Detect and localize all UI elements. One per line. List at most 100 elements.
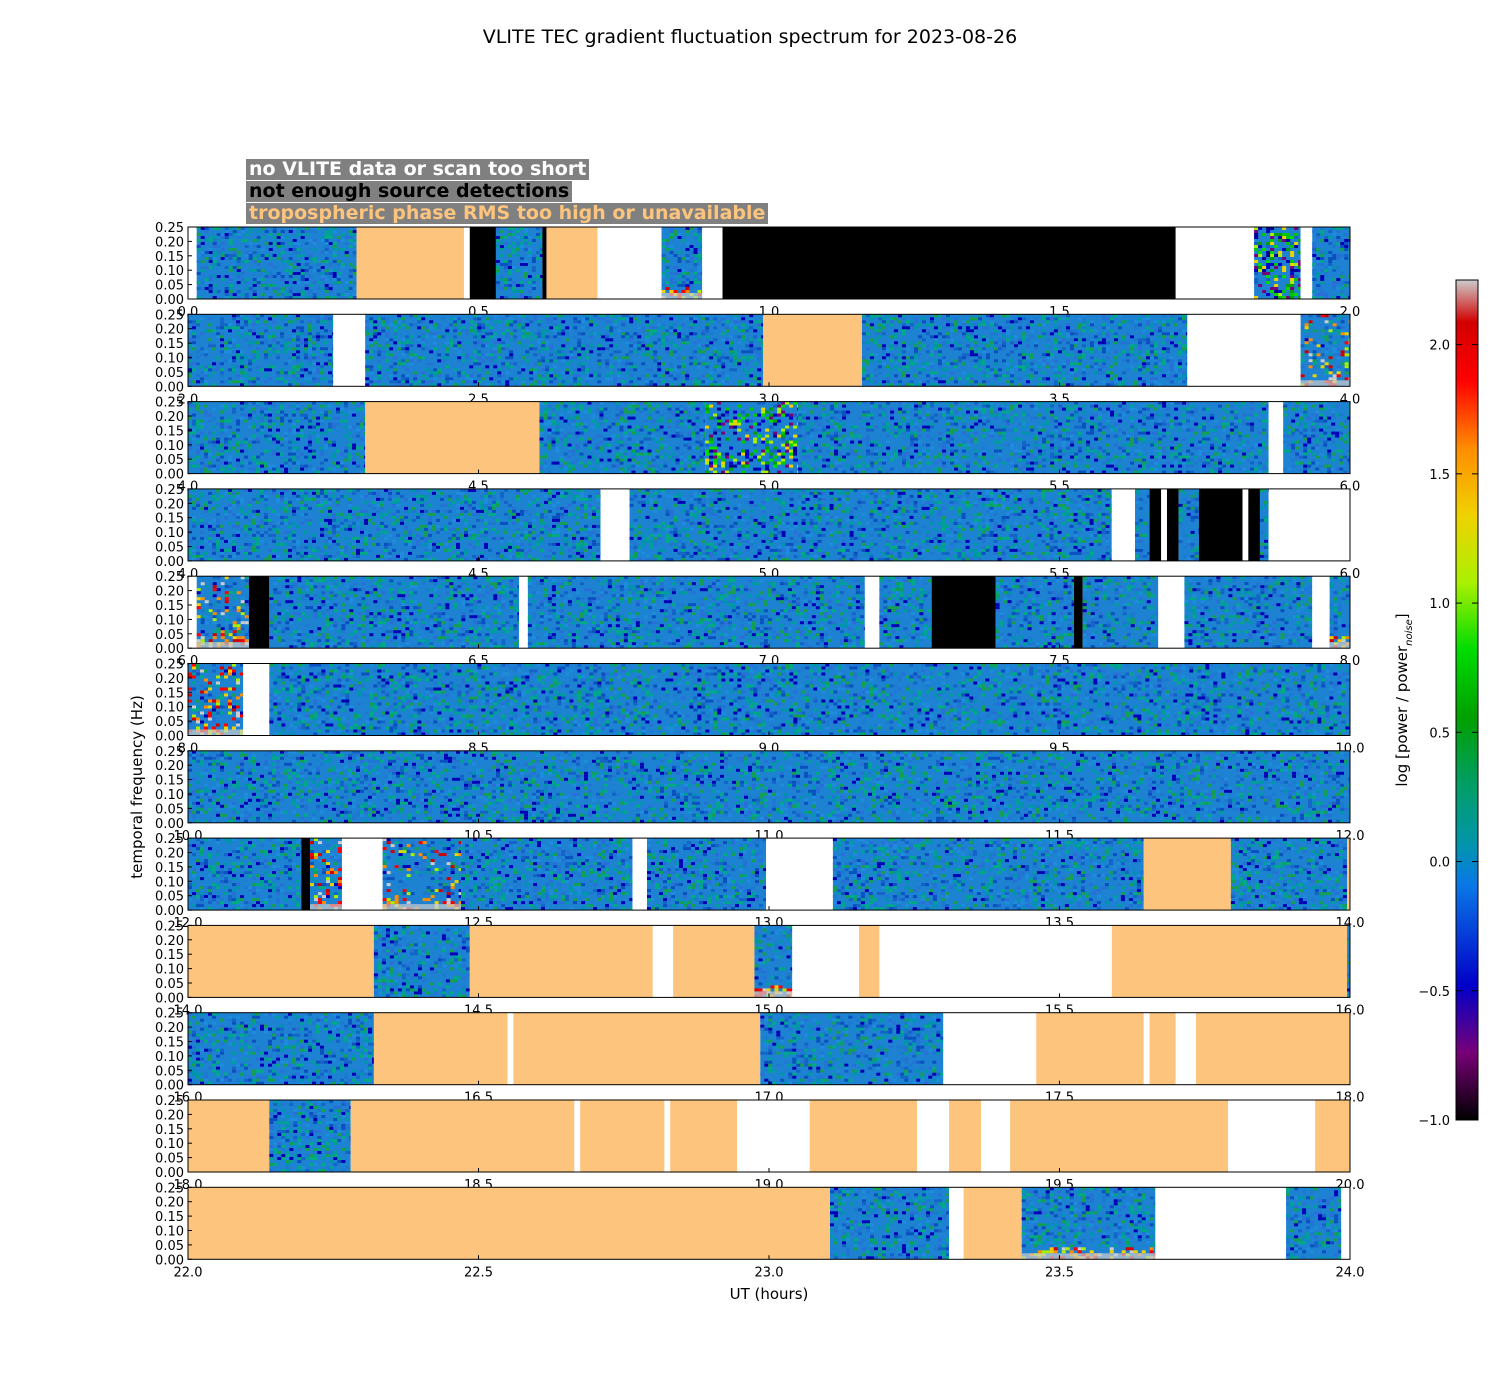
y-tick-label: 0.25 — [155, 1181, 184, 1196]
legend-entry-tropospheric-rms: tropospheric phase RMS too high or unava… — [246, 203, 768, 224]
y-axis-label: temporal frequency (Hz) — [128, 695, 146, 879]
y-tick-label: 0.20 — [155, 1021, 184, 1036]
segment-white — [1228, 1100, 1315, 1172]
y-tick-label: 0.10 — [155, 1137, 184, 1152]
panel-3: 0.000.050.100.150.200.254.0 4.5 5.0 5.5 6.0 — [155, 396, 1360, 495]
segment-black — [723, 227, 1176, 299]
colorbar-gradient — [1456, 280, 1478, 1120]
segment-data — [833, 838, 1144, 910]
segment-orange — [513, 1013, 760, 1085]
y-tick-label: 0.05 — [155, 1064, 184, 1079]
x-tick-label: 22.0 — [174, 1265, 203, 1280]
segment-data — [188, 664, 243, 736]
y-tick-label: 0.20 — [155, 410, 184, 425]
segment-black — [1248, 489, 1260, 561]
panel-6: 0.000.050.100.150.200.258.0 8.5 9.0 9.5 10.0 — [155, 658, 1364, 757]
y-tick-label: 0.20 — [155, 672, 184, 687]
segment-data — [1135, 489, 1150, 561]
segment-black — [249, 576, 269, 648]
y-tick-label: 0.10 — [155, 788, 184, 803]
colorbar: −1.0−0.50.00.51.01.52.0 log [power / pow… — [1393, 280, 1478, 1129]
y-tick-label: 0.05 — [155, 453, 184, 468]
y-tick-label: 0.05 — [155, 279, 184, 294]
segment-orange — [188, 1100, 269, 1172]
segment-white — [1161, 489, 1167, 561]
panel-5: 0.000.050.100.150.200.256.0 6.5 7.0 7.5 8.0 — [155, 570, 1360, 669]
segment-data — [879, 576, 931, 648]
segment-data — [197, 227, 357, 299]
segment-data — [1283, 402, 1350, 474]
y-tick-label: 0.15 — [155, 250, 184, 265]
colorbar-label: log [power / powernoise] — [1393, 613, 1415, 786]
segment-data — [188, 489, 601, 561]
segment-data — [1330, 576, 1350, 648]
y-tick-label: 0.05 — [155, 890, 184, 905]
y-tick-label: 0.25 — [155, 1007, 184, 1022]
segment-white — [1269, 402, 1284, 474]
segment-data — [798, 402, 1269, 474]
segment-data — [1254, 227, 1300, 299]
segment-data — [1312, 227, 1350, 299]
panel-2: 0.000.050.100.150.200.252.0 2.5 3.0 3.5 4.0 — [155, 308, 1360, 407]
y-tick-label: 0.05 — [155, 628, 184, 643]
segment-white — [574, 1100, 580, 1172]
x-tick-label: 24.0 — [1336, 1265, 1365, 1280]
segment-data — [760, 1013, 943, 1085]
segment-black — [1167, 489, 1179, 561]
segment-white — [519, 576, 528, 648]
segment-data — [647, 838, 766, 910]
segment-white — [943, 1013, 1036, 1085]
segment-orange — [670, 1100, 737, 1172]
y-tick-label: 0.25 — [155, 570, 184, 585]
segment-data — [269, 1100, 350, 1172]
segment-white — [464, 227, 470, 299]
segment-data — [1022, 1187, 1156, 1259]
segment-white — [981, 1100, 1010, 1172]
y-tick-label: 0.25 — [155, 483, 184, 498]
segment-orange — [470, 925, 653, 997]
segment-white — [1243, 489, 1249, 561]
y-tick-label: 0.15 — [155, 861, 184, 876]
y-tick-label: 0.05 — [155, 802, 184, 817]
segment-white — [949, 1187, 964, 1259]
segment-white — [702, 227, 722, 299]
segment-white — [1112, 489, 1135, 561]
segment-data — [996, 576, 1074, 648]
segment-data — [269, 576, 519, 648]
y-tick-label: 0.05 — [155, 1152, 184, 1167]
y-tick-label: 0.15 — [155, 599, 184, 614]
y-tick-label: 0.10 — [155, 1050, 184, 1065]
segment-orange — [949, 1100, 981, 1172]
segment-data — [830, 1187, 949, 1259]
segment-orange — [546, 227, 597, 299]
segment-data — [528, 576, 865, 648]
colorbar-tick-label: 1.5 — [1429, 468, 1450, 483]
segment-black — [301, 838, 310, 910]
segment-orange — [188, 1187, 830, 1259]
segment-white — [188, 576, 197, 648]
y-tick-label: 0.15 — [155, 686, 184, 701]
segment-orange — [374, 1013, 508, 1085]
segment-data — [630, 489, 1112, 561]
segment-black — [1150, 489, 1162, 561]
y-tick-label: 0.15 — [155, 1123, 184, 1138]
segment-white — [664, 1100, 670, 1172]
segment-white — [1176, 227, 1254, 299]
segment-white — [243, 664, 269, 736]
segment-data — [310, 838, 342, 910]
segment-data — [754, 925, 792, 997]
segment-white — [766, 838, 833, 910]
segment-black — [470, 227, 496, 299]
segment-white — [1187, 314, 1300, 386]
segment-white — [737, 1100, 810, 1172]
x-tick-label: 22.5 — [464, 1265, 493, 1280]
y-tick-label: 0.25 — [155, 745, 184, 760]
segment-orange — [188, 925, 374, 997]
segment-data — [188, 838, 301, 910]
segment-white — [1144, 1013, 1150, 1085]
